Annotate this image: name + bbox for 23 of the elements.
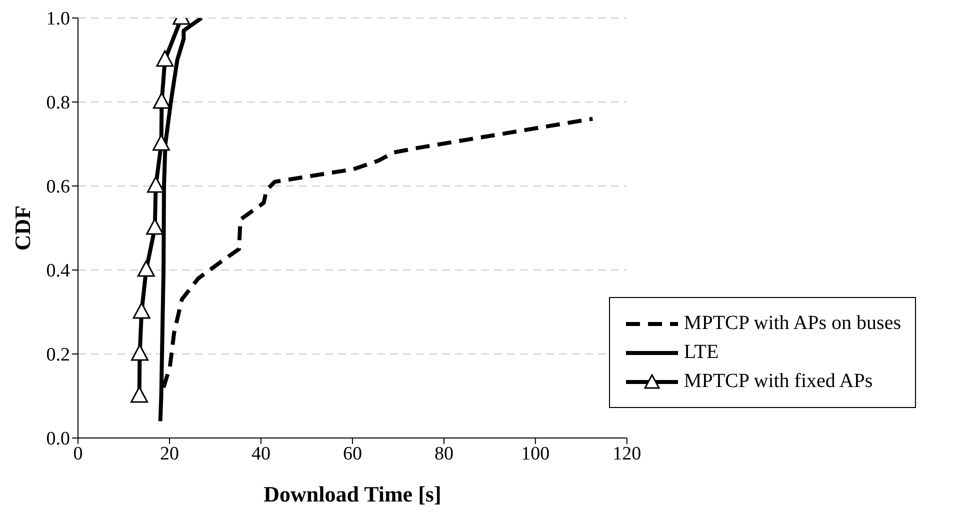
y-tick-label: 1.0: [46, 8, 70, 30]
y-tick-label: 0.6: [46, 176, 70, 198]
x-tick-label: 80: [434, 443, 454, 464]
x-tick-label: 100: [521, 443, 550, 464]
point: [131, 344, 148, 361]
y-tick-label: 0.2: [46, 344, 70, 366]
legend-label: MPTCP with APs on buses: [684, 312, 901, 335]
legend-label: MPTCP with fixed APs: [684, 370, 873, 393]
x-tick-label: 60: [342, 443, 362, 464]
x-tick-label: 0: [73, 443, 83, 464]
y-tick-label: 0.8: [46, 92, 70, 114]
point: [137, 260, 155, 277]
legend-label: LTE: [684, 341, 719, 364]
y-axis-title: CDF: [10, 205, 35, 251]
point: [152, 92, 170, 109]
x-axis-title: Download Time [s]: [264, 482, 442, 507]
x-tick-label: 120: [612, 443, 642, 464]
x-tick-label: 40: [251, 443, 270, 464]
point: [156, 50, 174, 67]
x-tick-label: 20: [160, 443, 179, 464]
point: [132, 302, 150, 319]
y-tick-label: 0.0: [46, 428, 70, 450]
y-tick-label: 0.4: [46, 260, 70, 282]
